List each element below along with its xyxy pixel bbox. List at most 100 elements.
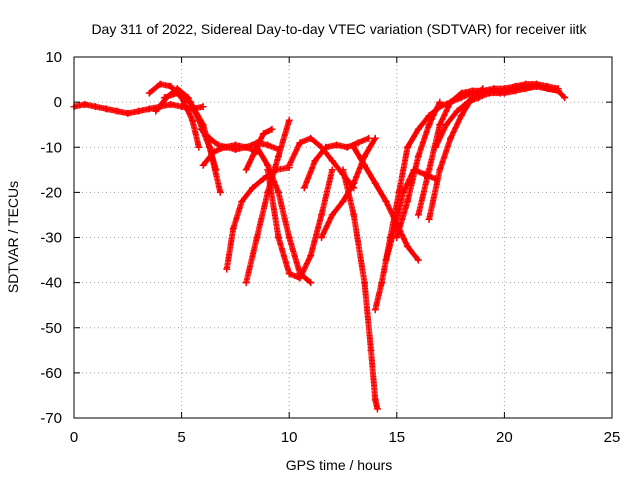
data-point bbox=[496, 89, 504, 97]
y-tick-label: 10 bbox=[45, 49, 62, 66]
data-point bbox=[339, 166, 347, 174]
data-point bbox=[242, 143, 250, 151]
data-point bbox=[404, 197, 412, 205]
series-pass-k bbox=[264, 166, 336, 282]
data-point bbox=[307, 279, 315, 287]
data-point bbox=[173, 89, 181, 97]
data-point bbox=[453, 107, 461, 115]
data-point bbox=[296, 274, 304, 282]
y-tick-label: -70 bbox=[40, 410, 62, 427]
series-pass-t bbox=[414, 80, 562, 219]
data-point bbox=[447, 98, 455, 106]
data-point bbox=[145, 105, 153, 113]
data-point bbox=[554, 87, 562, 95]
y-tick-label: -60 bbox=[40, 365, 62, 382]
data-point bbox=[264, 141, 272, 149]
data-point bbox=[311, 157, 319, 165]
series-pass-o bbox=[350, 143, 422, 264]
data-point bbox=[285, 234, 293, 241]
x-tick-label: 15 bbox=[388, 429, 405, 446]
data-point bbox=[307, 252, 315, 260]
data-point bbox=[317, 211, 325, 219]
data-point bbox=[479, 85, 487, 93]
data-point bbox=[221, 143, 229, 151]
x-tick-label: 5 bbox=[177, 429, 185, 446]
data-point bbox=[259, 130, 267, 138]
data-point bbox=[399, 188, 407, 196]
data-point bbox=[186, 98, 194, 106]
y-tick-label: 0 bbox=[54, 94, 62, 111]
y-tick-label: -30 bbox=[40, 230, 62, 247]
data-point bbox=[343, 143, 351, 151]
data-point bbox=[167, 100, 175, 108]
data-point bbox=[285, 270, 293, 278]
data-point bbox=[242, 279, 250, 287]
data-point bbox=[350, 211, 358, 219]
data-point bbox=[475, 94, 483, 102]
data-point bbox=[156, 80, 164, 88]
data-point bbox=[285, 116, 293, 124]
x-tick-label: 10 bbox=[281, 429, 298, 446]
data-point bbox=[322, 143, 330, 151]
data-point bbox=[378, 279, 386, 287]
data-point bbox=[223, 265, 231, 273]
data-point bbox=[92, 103, 100, 111]
data-point bbox=[317, 234, 325, 241]
data-point bbox=[457, 89, 465, 97]
data-point bbox=[425, 166, 433, 174]
data-point bbox=[300, 184, 308, 192]
data-point bbox=[432, 143, 440, 151]
data-point bbox=[268, 125, 276, 133]
series-pass-e bbox=[199, 141, 261, 169]
data-point bbox=[361, 279, 369, 287]
x-tick-label: 25 bbox=[604, 429, 621, 446]
y-tick-label: -10 bbox=[40, 139, 62, 156]
data-point bbox=[81, 100, 89, 108]
data-point bbox=[328, 211, 336, 219]
data-point bbox=[404, 143, 412, 151]
x-tick-label: 0 bbox=[70, 429, 78, 446]
chart-title: Day 311 of 2022, Sidereal Day-to-day VTE… bbox=[91, 21, 587, 37]
data-point bbox=[253, 234, 261, 241]
data-point bbox=[361, 152, 369, 160]
data-point bbox=[264, 166, 272, 174]
data-point bbox=[135, 107, 143, 115]
tick-layer: 0 5 10 15 20 25 10 0 -10 -20 -30 -40 -50 -60 -70 bbox=[40, 49, 620, 446]
data-point bbox=[296, 139, 304, 147]
data-point bbox=[522, 80, 530, 88]
data-point bbox=[145, 89, 153, 97]
data-point bbox=[367, 346, 375, 354]
data-point bbox=[371, 179, 379, 187]
data-point bbox=[464, 98, 472, 106]
data-point bbox=[533, 82, 541, 90]
data-point bbox=[436, 103, 444, 111]
data-point bbox=[216, 188, 224, 196]
y-tick-label: -50 bbox=[40, 320, 62, 337]
data-point bbox=[285, 161, 293, 169]
data-point bbox=[328, 166, 336, 174]
data-point bbox=[391, 224, 399, 232]
data-point bbox=[371, 396, 379, 404]
series-pass-l bbox=[300, 134, 373, 192]
data-point bbox=[242, 166, 250, 174]
y-tick-label: -40 bbox=[40, 275, 62, 292]
data-point bbox=[371, 134, 379, 142]
data-point bbox=[339, 197, 347, 205]
data-point bbox=[188, 116, 196, 124]
data-point bbox=[206, 134, 214, 142]
data-point bbox=[328, 157, 336, 165]
series-pass-f bbox=[223, 164, 293, 273]
data-point bbox=[457, 112, 465, 120]
data-point bbox=[199, 161, 207, 169]
data-point bbox=[382, 197, 390, 205]
data-point bbox=[199, 103, 207, 111]
data-point bbox=[404, 243, 412, 251]
data-point bbox=[231, 141, 239, 149]
data-point bbox=[414, 211, 422, 219]
y-tick-label: -20 bbox=[40, 184, 62, 201]
data-point bbox=[253, 143, 261, 151]
data-point bbox=[436, 166, 444, 174]
data-point bbox=[238, 197, 246, 205]
data-point bbox=[102, 105, 110, 113]
data-point bbox=[511, 85, 519, 93]
